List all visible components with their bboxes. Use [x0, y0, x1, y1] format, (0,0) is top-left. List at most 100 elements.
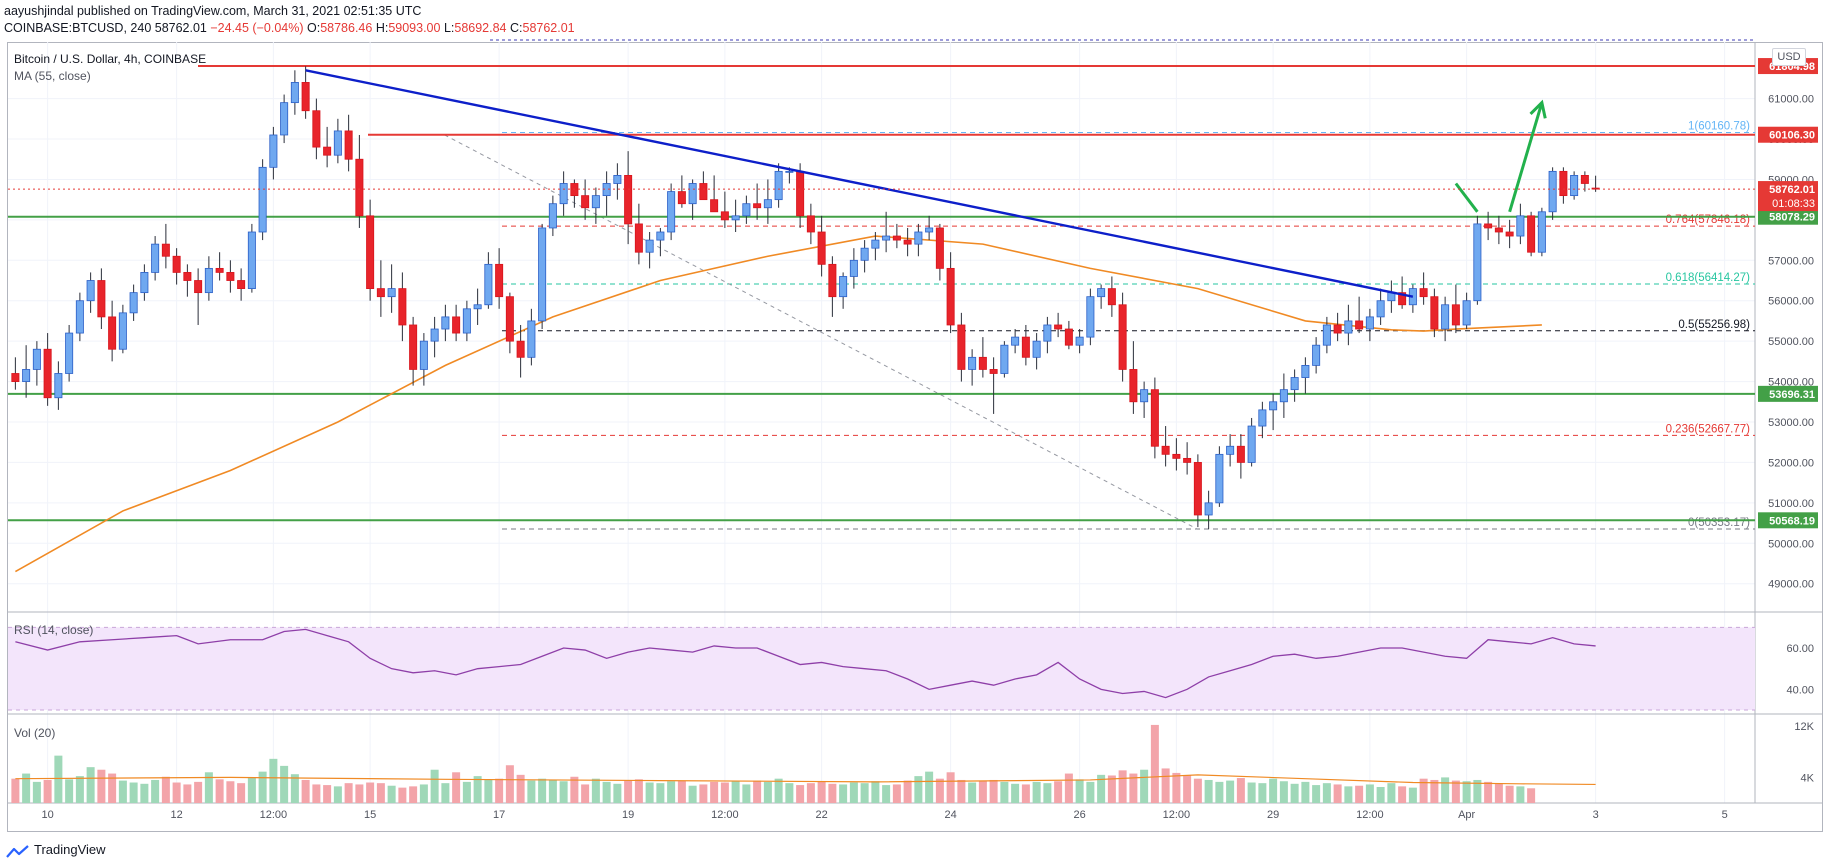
volume-bar: [1301, 781, 1310, 803]
volume-bar: [86, 767, 95, 803]
candle-body: [172, 255, 181, 273]
arrow-up-icon: [1508, 102, 1544, 213]
candle-body: [968, 356, 977, 370]
volume-bar: [140, 783, 149, 803]
candle-body: [785, 170, 794, 173]
candle-body: [978, 356, 987, 370]
volume-bar: [774, 778, 783, 803]
candle-body: [753, 203, 762, 209]
author-link[interactable]: aayushjindal: [4, 4, 74, 18]
candle-body: [505, 296, 514, 342]
candle-body: [1484, 223, 1493, 229]
volume-bar: [742, 784, 751, 803]
currency-button[interactable]: USD: [1772, 48, 1806, 66]
volume-bar: [1322, 783, 1331, 803]
candle-body: [473, 304, 482, 310]
price-tick-label: 53000.00: [1768, 417, 1814, 429]
price-axis-box-support: [1758, 512, 1818, 529]
candle-body: [581, 195, 590, 209]
volume-pane: 4K 12K: [11, 721, 1815, 803]
volume-bar: [1032, 781, 1041, 803]
volume-bar: [1279, 781, 1288, 803]
candle-body: [65, 332, 74, 374]
volume-bar: [548, 779, 557, 803]
volume-bar: [1312, 785, 1321, 803]
volume-bar: [75, 776, 84, 803]
volume-bar: [1236, 778, 1245, 803]
volume-bar: [1344, 786, 1353, 803]
time-tick-label: 26: [1074, 809, 1086, 821]
volume-bar: [968, 782, 977, 803]
candle-body: [355, 158, 364, 217]
volume-bar: [1333, 784, 1342, 803]
volume-bar: [581, 784, 590, 803]
candle-body: [1333, 324, 1342, 334]
volume-bar: [1376, 787, 1385, 803]
volume-bar: [914, 776, 923, 803]
symbol-line: COINBASE:BTCUSD, 240 58762.01 −24.45 (−0…: [4, 21, 575, 35]
volume-bar: [151, 779, 160, 803]
candle-body: [1269, 401, 1278, 411]
volume-bar: [1064, 773, 1073, 803]
volume-bar: [860, 783, 869, 803]
volume-bar: [1430, 779, 1439, 803]
volume-bar: [11, 778, 20, 803]
rsi-legend[interactable]: RSI (14, close): [14, 623, 94, 637]
volume-bar: [269, 758, 278, 803]
volume-bar: [1107, 775, 1116, 803]
candle-body: [333, 130, 342, 156]
candle-body: [1559, 170, 1568, 197]
volume-bar: [1215, 781, 1224, 803]
volume-bar: [828, 783, 837, 803]
fib-label-1: 1(60160.78): [1688, 121, 1750, 133]
candle-body: [1000, 344, 1009, 374]
candle-body: [419, 340, 428, 370]
candle-body: [806, 215, 815, 233]
candle-body: [1140, 389, 1149, 403]
volume-bar: [1484, 781, 1493, 803]
tradingview-logo-icon[interactable]: [6, 844, 30, 860]
candle-body: [688, 183, 697, 205]
volume-bar: [387, 785, 396, 803]
volume-bar: [946, 772, 955, 803]
tradingview-logo-text[interactable]: TradingView: [34, 842, 106, 857]
chart-frame[interactable]: [7, 42, 1823, 832]
volume-bar: [1054, 781, 1063, 803]
volume-bar: [1387, 783, 1396, 803]
volume-bar: [892, 784, 901, 803]
arrow-small-down-icon: [1454, 182, 1479, 213]
candle-body: [903, 239, 912, 245]
high-label: H:: [375, 21, 389, 35]
volume-bar: [172, 782, 181, 803]
candle-body: [817, 231, 826, 265]
candle-body: [376, 288, 385, 298]
volume-bar: [344, 783, 353, 803]
time-tick-label: 12:00: [711, 809, 739, 821]
candle-body: [54, 373, 63, 399]
fib-label-0.5: 0.5(55256.98): [1678, 319, 1750, 331]
candle-body: [634, 223, 643, 253]
chart-title: Bitcoin / U.S. Dollar, 4h, COINBASE: [14, 52, 207, 66]
ma-legend[interactable]: MA (55, close): [14, 69, 91, 83]
volume-bar: [806, 783, 815, 803]
rsi-tick-label: 60.00: [1786, 643, 1814, 655]
price-axis-box-resistance: [1758, 126, 1818, 143]
rsi-band: [8, 627, 1755, 710]
volume-bar: [1451, 780, 1460, 803]
candle-body: [441, 316, 450, 330]
volume-legend[interactable]: Vol (20): [14, 726, 56, 740]
volume-bar: [215, 779, 224, 803]
volume-bar: [1269, 778, 1278, 803]
price-axis-box-label: 58078.29: [1769, 212, 1815, 224]
sr-levels: [8, 65, 1755, 522]
candle-body: [1075, 336, 1084, 346]
time-tick-label: 17: [493, 809, 505, 821]
volume-bar: [1086, 781, 1095, 803]
candle-body: [849, 259, 858, 277]
volume-bar: [505, 765, 514, 803]
volume-bar: [312, 784, 321, 803]
time-axis: 10 12 12:00 15 17 19 12:00 22 24 26 12:00 29 12:00 Ap…: [42, 809, 1728, 821]
volume-bar: [1247, 782, 1256, 803]
price-tick-label: 54000.00: [1768, 377, 1814, 389]
